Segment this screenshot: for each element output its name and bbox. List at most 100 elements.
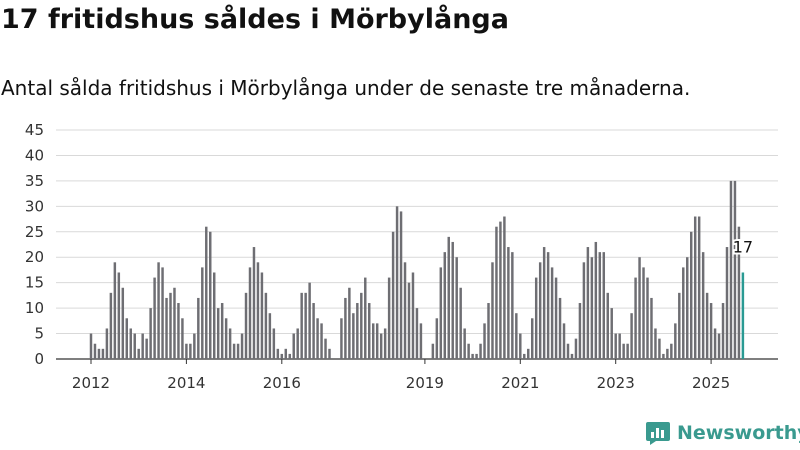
bar: [737, 226, 741, 359]
bar: [101, 348, 105, 359]
bar: [463, 328, 466, 359]
bar: [193, 333, 196, 359]
bar: [701, 252, 705, 359]
x-tick-label: 2019: [406, 374, 444, 392]
bar: [666, 348, 669, 359]
bar: [260, 272, 264, 359]
bar: [264, 292, 268, 359]
annotation-label: 17: [733, 237, 753, 256]
bar: [483, 323, 486, 359]
bar: [177, 303, 180, 359]
bar: [169, 292, 172, 359]
bar: [697, 216, 701, 359]
bar: [395, 206, 399, 359]
bar: [348, 287, 351, 359]
bar: [705, 292, 709, 359]
bar: [650, 297, 653, 359]
bar: [598, 252, 602, 359]
bar: [689, 231, 693, 359]
bar: [391, 231, 395, 359]
bar: [228, 328, 232, 359]
bar: [364, 277, 367, 359]
bar: [415, 308, 419, 359]
bar: [678, 292, 681, 359]
bar: [487, 303, 490, 359]
bar: [717, 333, 721, 359]
bar: [729, 180, 733, 359]
y-tick-label: 15: [25, 274, 44, 292]
newsworthy-logo: Newsworthy: [645, 420, 800, 446]
bar: [530, 318, 534, 359]
bar: [682, 267, 685, 359]
bar: [121, 287, 125, 359]
bar: [352, 313, 355, 359]
bar: [185, 343, 188, 359]
bar: [149, 308, 152, 359]
bar: [495, 226, 498, 359]
bar: [590, 257, 594, 359]
bar: [419, 323, 423, 359]
y-tick-label: 35: [25, 172, 44, 190]
bar: [276, 348, 280, 359]
bar: [189, 343, 192, 359]
bar: [566, 343, 570, 359]
bar: [638, 257, 641, 359]
chart-subtitle: Antal sålda fritidshus i Mörbylånga unde…: [1, 76, 691, 100]
bar: [515, 313, 518, 359]
y-tick-label: 20: [25, 248, 44, 266]
bar: [220, 303, 224, 359]
bar: [268, 313, 272, 359]
bar: [618, 333, 621, 359]
bar: [527, 348, 530, 359]
bar: [455, 257, 458, 359]
bar: [209, 231, 212, 359]
bar: [709, 303, 713, 359]
bar: [292, 333, 295, 359]
bar: [479, 343, 482, 359]
bar: [371, 323, 375, 359]
bar: [129, 328, 132, 359]
y-tick-label: 30: [25, 197, 44, 215]
x-tick-label: 2012: [72, 374, 110, 392]
bar: [503, 216, 506, 359]
bar: [586, 247, 590, 359]
bar-highlight: [741, 272, 745, 359]
bar: [320, 323, 323, 359]
bar: [173, 287, 176, 359]
x-tick-label: 2014: [167, 374, 205, 392]
bar: [693, 216, 697, 359]
bar: [399, 211, 403, 359]
bar: [212, 272, 216, 359]
bar: [232, 343, 236, 359]
bar: [574, 338, 578, 359]
bar: [439, 267, 443, 359]
bar: [558, 297, 562, 359]
brand-name: Newsworthy: [677, 422, 800, 444]
y-tick-label: 25: [25, 223, 44, 241]
bar: [252, 247, 256, 359]
bar: [467, 343, 470, 359]
y-tick-label: 40: [25, 146, 44, 164]
bar: [713, 328, 717, 359]
bar: [308, 282, 311, 359]
bar: [546, 252, 550, 359]
bar: [622, 343, 625, 359]
bar: [197, 297, 200, 359]
bar: [89, 333, 93, 359]
bar: [610, 308, 613, 359]
bar: [523, 353, 526, 359]
bar: [550, 267, 554, 359]
bar: [634, 277, 637, 359]
bar: [161, 267, 164, 359]
bar-chart-icon: [646, 422, 670, 445]
bar: [519, 333, 522, 359]
bar: [356, 303, 359, 359]
y-tick-label: 0: [34, 350, 44, 368]
bar: [324, 338, 327, 359]
bar: [137, 348, 140, 359]
chart-title: 17 fritidshus såldes i Mörbylånga: [1, 4, 509, 35]
bar: [312, 303, 315, 359]
bar: [582, 262, 586, 359]
bar: [105, 328, 109, 359]
bar: [109, 292, 113, 359]
